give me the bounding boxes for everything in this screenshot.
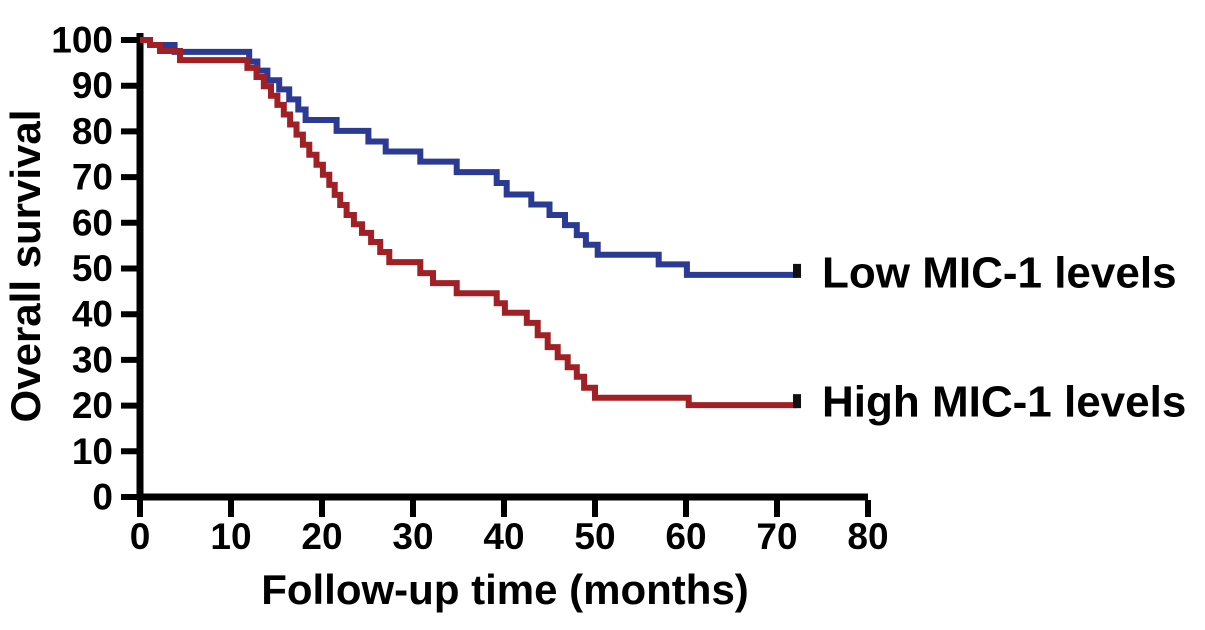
y-tick-label: 10 <box>72 431 113 472</box>
survival-curves <box>140 37 802 409</box>
y-tick-label: 30 <box>72 339 113 380</box>
axis-ticks <box>121 37 871 517</box>
y-tick-label: 20 <box>72 385 113 426</box>
x-tick-label: 70 <box>756 516 797 557</box>
y-tick-label: 50 <box>72 248 113 289</box>
y-tick-label: 100 <box>51 20 113 61</box>
x-tick-label: 60 <box>665 516 706 557</box>
x-tick-label: 20 <box>301 516 342 557</box>
x-tick-label: 80 <box>847 516 888 557</box>
y-tick-label: 90 <box>72 65 113 106</box>
y-tick-label: 0 <box>92 477 113 518</box>
x-axis-title: Follow-up time (months) <box>261 566 749 613</box>
y-tick-label: 70 <box>72 157 113 198</box>
x-tick-label: 30 <box>392 516 433 557</box>
x-tick-label: 10 <box>210 516 251 557</box>
y-tick-label: 60 <box>72 202 113 243</box>
y-axis-title: Overall survival <box>2 110 49 423</box>
survival-curve-low <box>140 37 797 278</box>
x-tick-label: 50 <box>574 516 615 557</box>
x-tick-label: 40 <box>483 516 524 557</box>
y-tick-label: 40 <box>72 294 113 335</box>
survival-curve-high <box>140 37 797 409</box>
legend-label-high: High MIC-1 levels <box>822 378 1186 427</box>
axis-spine <box>136 33 868 501</box>
x-tick-label: 0 <box>130 516 151 557</box>
legend-label-low: Low MIC-1 levels <box>822 249 1177 298</box>
y-tick-label: 80 <box>72 111 113 152</box>
axes <box>136 33 868 501</box>
